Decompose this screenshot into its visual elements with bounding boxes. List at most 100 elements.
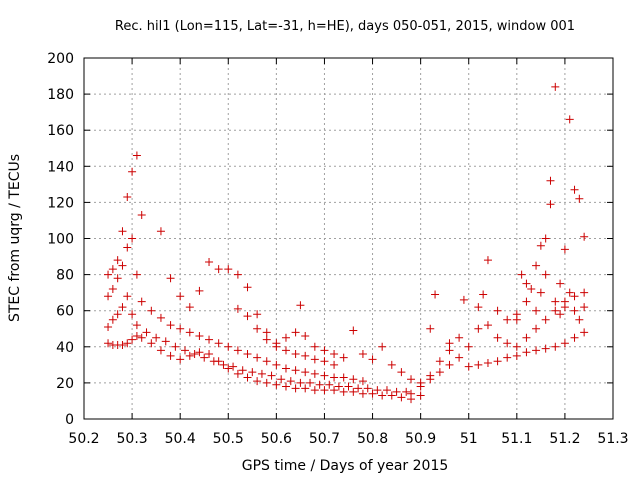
data-point: [570, 306, 579, 315]
data-point: [416, 391, 425, 400]
data-point: [435, 357, 444, 366]
data-point: [156, 227, 165, 236]
data-point: [243, 283, 252, 292]
x-tick-label: 50.8: [357, 431, 388, 447]
data-point: [483, 321, 492, 330]
data-point: [156, 313, 165, 322]
data-point: [330, 360, 339, 369]
data-point: [262, 357, 271, 366]
x-tick-label: 50.2: [68, 431, 99, 447]
data-point: [363, 384, 372, 393]
data-point: [113, 310, 122, 319]
data-point: [272, 339, 281, 348]
x-tick-label: 50.3: [117, 431, 148, 447]
data-point: [315, 380, 324, 389]
series-4: [104, 151, 146, 279]
data-point: [560, 245, 569, 254]
data-point: [517, 270, 526, 279]
data-point: [301, 384, 310, 393]
data-point: [243, 312, 252, 321]
data-point: [185, 351, 194, 360]
data-point: [407, 389, 416, 398]
data-point: [541, 270, 550, 279]
data-point: [320, 371, 329, 380]
data-point: [522, 279, 531, 288]
data-point: [132, 321, 141, 330]
data-point: [123, 292, 132, 301]
data-point: [262, 378, 271, 387]
data-point: [382, 386, 391, 395]
data-point: [512, 351, 521, 360]
y-axis-label: STEC from uqrg / TECUs: [7, 154, 23, 322]
y-tick-label: 40: [56, 340, 74, 356]
series-9: [426, 82, 589, 348]
data-point: [474, 303, 483, 312]
data-point: [195, 348, 204, 357]
data-point: [113, 274, 122, 283]
data-point: [161, 337, 170, 346]
data-point: [349, 375, 358, 384]
data-point: [104, 322, 113, 331]
grid-layer: [84, 58, 613, 419]
data-point: [128, 234, 137, 243]
data-point: [580, 232, 589, 241]
data-point: [503, 315, 512, 324]
data-point: [262, 328, 271, 337]
data-point: [118, 227, 127, 236]
data-point: [493, 306, 502, 315]
data-point: [137, 297, 146, 306]
data-point: [219, 360, 228, 369]
data-point: [532, 346, 541, 355]
data-point: [358, 389, 367, 398]
y-tick-label: 180: [47, 87, 74, 103]
data-point: [334, 382, 343, 391]
data-point: [243, 373, 252, 382]
x-axis-label: GPS time / Days of year 2015: [242, 458, 449, 474]
data-point: [556, 310, 565, 319]
data-point: [123, 243, 132, 252]
y-tick-label: 100: [47, 232, 74, 248]
data-point: [229, 362, 238, 371]
data-point: [224, 342, 233, 351]
series-2: [104, 292, 411, 396]
data-point: [455, 333, 464, 342]
data-point: [180, 346, 189, 355]
data-point: [108, 285, 117, 294]
x-tick-label: 50.4: [165, 431, 196, 447]
data-point: [200, 353, 209, 362]
y-tick-labels: 0 20 40 60 80 100 120 140 160 180 200: [47, 51, 74, 428]
data-point: [142, 328, 151, 337]
data-point: [224, 364, 233, 373]
data-point: [262, 335, 271, 344]
data-point: [320, 386, 329, 395]
data-point: [128, 335, 137, 344]
data-point: [541, 315, 550, 324]
data-point: [176, 324, 185, 333]
data-point: [431, 290, 440, 299]
data-point: [546, 200, 555, 209]
y-tick-label: 0: [65, 412, 74, 428]
data-point: [378, 391, 387, 400]
data-point: [483, 359, 492, 368]
y-tick-label: 20: [56, 376, 74, 392]
data-point: [551, 306, 560, 315]
data-point: [426, 324, 435, 333]
data-point: [214, 265, 223, 274]
data-point: [512, 342, 521, 351]
data-point: [407, 375, 416, 384]
data-point: [209, 357, 218, 366]
data-point: [152, 333, 161, 342]
data-point: [570, 185, 579, 194]
data-point: [512, 315, 521, 324]
data-point: [205, 350, 214, 359]
data-point: [310, 342, 319, 351]
data-point: [560, 303, 569, 312]
data-point: [281, 382, 290, 391]
data-point: [272, 360, 281, 369]
data-point: [354, 384, 363, 393]
data-point: [267, 371, 276, 380]
data-point: [301, 368, 310, 377]
x-tick-label: 51: [460, 431, 478, 447]
data-point: [570, 292, 579, 301]
data-point: [522, 348, 531, 357]
